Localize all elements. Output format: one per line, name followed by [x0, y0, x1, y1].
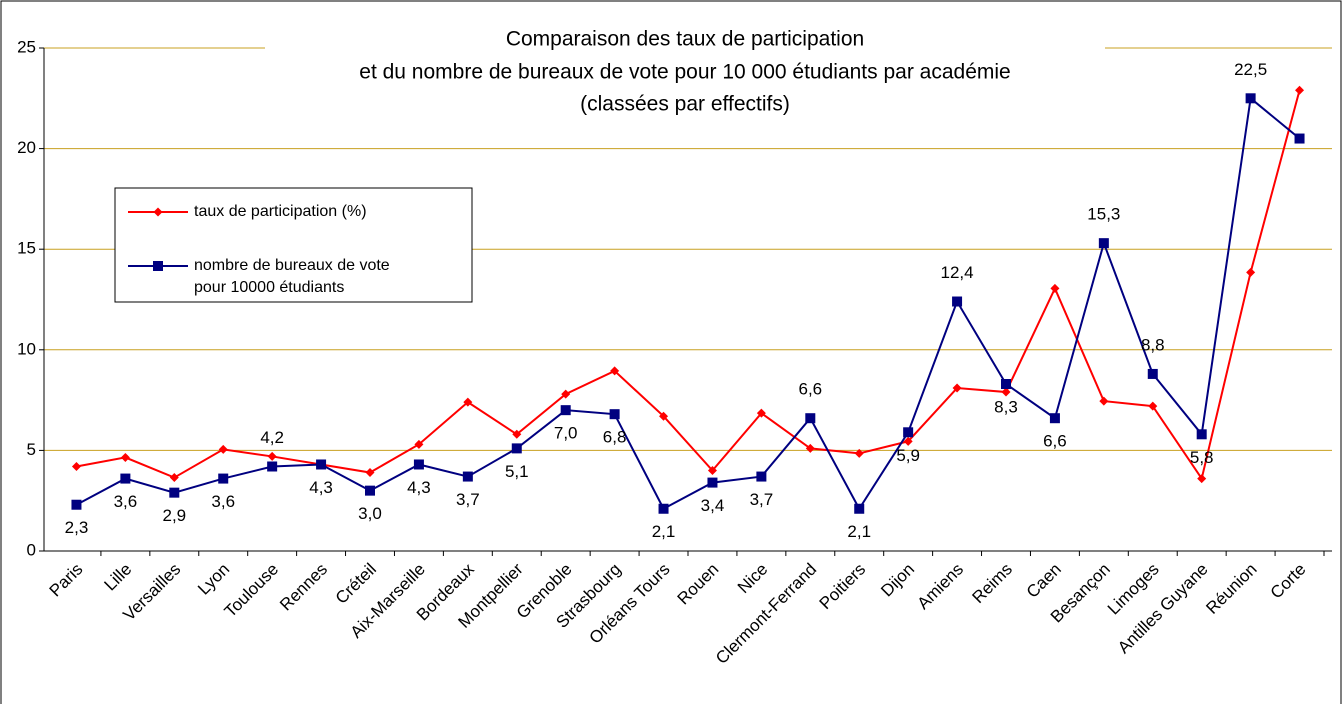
- data-label: 7,0: [554, 424, 578, 443]
- data-label: 8,3: [994, 397, 1018, 416]
- y-tick-label: 5: [27, 440, 36, 459]
- marker: [413, 459, 424, 470]
- series-line: [75, 96, 1301, 511]
- data-label: 3,4: [701, 496, 725, 515]
- data-label: 8,8: [1141, 335, 1165, 354]
- data-label: 6,6: [798, 380, 822, 399]
- data-label: 3,0: [358, 504, 382, 523]
- marker: [952, 383, 962, 393]
- marker: [560, 405, 571, 416]
- marker: [1099, 396, 1109, 406]
- marker: [952, 296, 963, 307]
- y-tick-label: 0: [27, 540, 36, 559]
- marker: [267, 451, 277, 461]
- data-label: 5,9: [896, 446, 920, 465]
- data-label: 2,1: [652, 522, 676, 541]
- marker: [71, 461, 81, 471]
- y-tick-label: 20: [17, 138, 36, 157]
- marker: [120, 473, 131, 484]
- marker: [1148, 401, 1158, 411]
- data-label: 5,1: [505, 462, 529, 481]
- marker: [756, 408, 766, 418]
- marker: [512, 429, 522, 439]
- marker: [511, 443, 522, 454]
- marker: [1294, 133, 1305, 144]
- marker: [1196, 429, 1207, 440]
- data-label: 15,3: [1087, 205, 1120, 224]
- marker: [854, 503, 865, 514]
- marker: [707, 466, 717, 476]
- marker: [1147, 368, 1158, 379]
- marker: [218, 473, 229, 484]
- chart-subtitle: et du nombre de bureaux de vote pour 10 …: [359, 61, 1010, 84]
- marker: [610, 366, 620, 376]
- y-tick-label: 10: [17, 339, 36, 358]
- marker: [1001, 379, 1011, 390]
- marker: [267, 461, 278, 472]
- data-label: 5,8: [1190, 448, 1214, 467]
- marker: [1197, 474, 1207, 484]
- y-tick-label: 25: [17, 37, 36, 56]
- marker: [658, 503, 669, 514]
- marker: [659, 411, 669, 421]
- chart-subtitle: (classées par effectifs): [580, 93, 790, 116]
- series-line: [76, 89, 1301, 482]
- marker: [854, 448, 864, 458]
- data-label: 6,8: [603, 428, 627, 447]
- marker: [316, 459, 327, 470]
- marker: [365, 468, 375, 478]
- data-label: 6,6: [1043, 432, 1067, 451]
- marker: [169, 487, 180, 498]
- title-box: [265, 20, 1105, 124]
- marker: [218, 444, 228, 454]
- legend-label: taux de participation (%): [194, 203, 367, 220]
- marker: [1295, 85, 1305, 95]
- marker: [756, 471, 767, 482]
- data-label: 4,2: [260, 428, 284, 447]
- marker: [805, 443, 815, 453]
- marker: [903, 427, 914, 438]
- marker: [169, 473, 179, 483]
- marker: [414, 439, 424, 449]
- data-label: 3,7: [750, 490, 774, 509]
- marker: [463, 397, 473, 407]
- marker: [1245, 93, 1256, 104]
- marker: [1049, 413, 1060, 424]
- marker: [365, 485, 375, 496]
- marker: [1050, 283, 1060, 293]
- data-label: 4,3: [309, 478, 333, 497]
- marker: [561, 389, 571, 399]
- marker: [153, 207, 163, 217]
- data-label: 3,6: [211, 492, 235, 511]
- data-label: 3,6: [114, 492, 138, 511]
- marker: [71, 499, 82, 510]
- chart-title: Comparaison des taux de participation: [506, 28, 864, 51]
- marker: [120, 452, 130, 462]
- data-label: 3,7: [456, 490, 480, 509]
- marker: [1001, 387, 1011, 397]
- marker: [462, 471, 473, 482]
- data-label: 22,5: [1234, 60, 1267, 79]
- marker: [1098, 238, 1109, 249]
- data-label: 12,4: [941, 263, 974, 282]
- marker: [707, 477, 718, 488]
- data-label: 2,3: [65, 518, 89, 537]
- marker: [903, 436, 913, 446]
- marker: [805, 413, 816, 424]
- data-label: 2,1: [847, 522, 871, 541]
- data-label: 4,3: [407, 478, 431, 497]
- marker: [153, 261, 163, 271]
- legend-box: [114, 187, 473, 303]
- data-label: 2,9: [162, 506, 186, 525]
- marker: [1246, 267, 1256, 277]
- marker: [609, 409, 620, 420]
- y-tick-label: 15: [17, 239, 36, 258]
- legend-label: nombre de bureaux de vote pour 10000 étud…: [194, 257, 390, 296]
